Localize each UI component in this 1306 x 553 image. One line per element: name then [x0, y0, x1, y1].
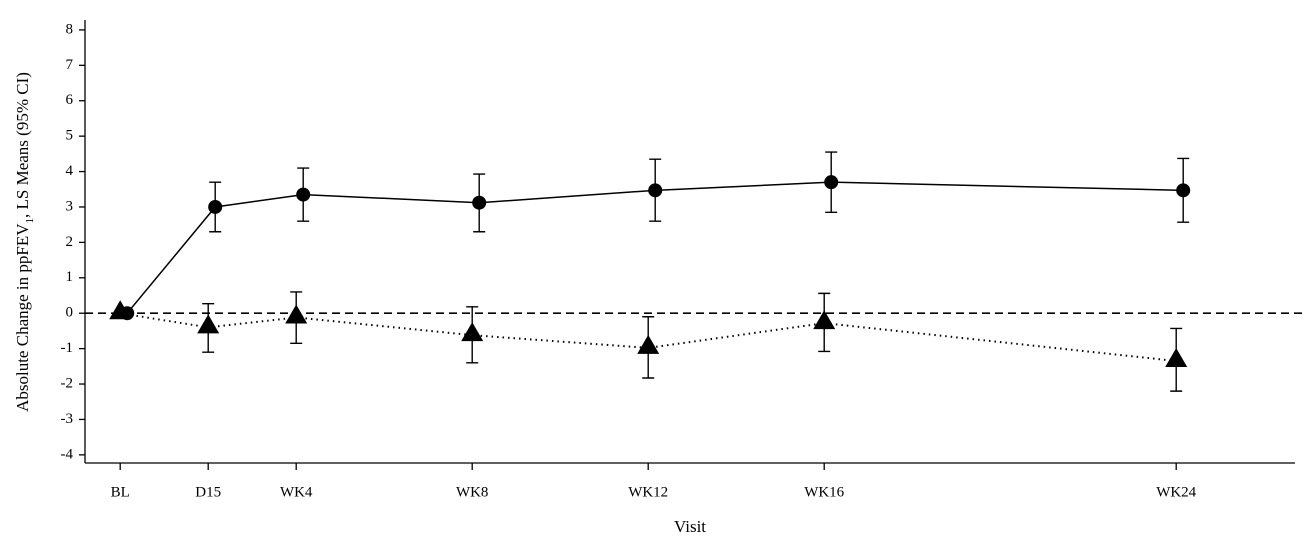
point — [1165, 348, 1188, 368]
y-tick-label: 5 — [66, 128, 74, 144]
x-tick-label: WK12 — [628, 484, 668, 500]
point — [197, 314, 220, 334]
point — [285, 304, 308, 324]
x-tick-label: D15 — [195, 484, 221, 500]
y-tick-label: 0 — [66, 305, 74, 321]
x-tick-label: BL — [111, 484, 130, 500]
point — [648, 183, 663, 198]
y-label-part: , LS Means (95% CI) — [13, 72, 32, 218]
point — [824, 175, 839, 190]
y-tick-label: -1 — [61, 340, 74, 356]
y-tick-label: 4 — [66, 163, 74, 179]
point — [109, 300, 132, 320]
x-tick-label: WK4 — [280, 484, 313, 500]
y-tick-label: 8 — [66, 21, 74, 37]
y-tick-label: 1 — [66, 269, 74, 285]
y-tick-label: 3 — [66, 198, 74, 214]
y-tick-label: -3 — [61, 411, 74, 427]
point — [208, 199, 223, 214]
x-tick-label: WK16 — [804, 484, 844, 500]
y-tick-label: 6 — [66, 92, 74, 108]
point — [813, 310, 836, 330]
y-label-subscript: 1 — [24, 218, 36, 224]
x-axis-label: Visit — [674, 517, 706, 536]
x-tick-label: WK24 — [1156, 484, 1196, 500]
point — [472, 195, 487, 210]
y-tick-label: 7 — [66, 57, 74, 73]
y-tick-label: -2 — [61, 375, 74, 391]
point — [1176, 183, 1191, 198]
point — [296, 187, 311, 202]
point — [461, 322, 484, 342]
point — [637, 334, 660, 354]
y-axis-label: Absolute Change in ppFEV1, LS Means (95%… — [13, 72, 36, 412]
y-tick-label: 2 — [66, 234, 74, 250]
y-tick-label: -4 — [61, 446, 74, 462]
x-tick-label: WK8 — [456, 484, 489, 500]
y-label-part: Absolute Change in ppFEV — [13, 223, 32, 412]
